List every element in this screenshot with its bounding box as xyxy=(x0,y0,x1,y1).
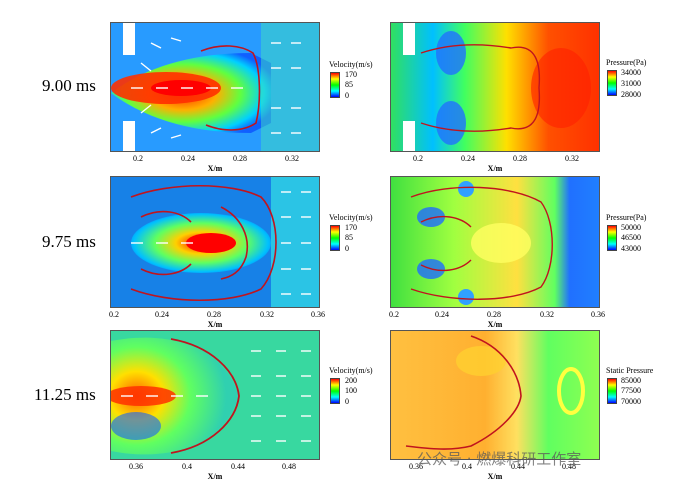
legend-value: 200 xyxy=(345,376,357,385)
tick-label: 0.32 xyxy=(285,154,299,163)
velocity-contour-row3 xyxy=(110,330,320,460)
tick-label: 0.24 xyxy=(461,154,475,163)
legend-value: 0 xyxy=(345,91,349,100)
tick-label: 0.24 xyxy=(155,310,169,319)
legend-value: 0 xyxy=(345,244,349,253)
legend-value: 85 xyxy=(345,80,353,89)
tick-label: 0.24 xyxy=(435,310,449,319)
velocity-legend-title: Velocity(m/s) xyxy=(329,60,373,69)
watermark-text: 公众号 · 燃爆科研工作室 xyxy=(417,450,582,468)
tick-label: 0.48 xyxy=(282,462,296,471)
pressure-contour-row3 xyxy=(390,330,600,460)
legend-value: 50000 xyxy=(621,223,641,232)
tick-label: 0.2 xyxy=(133,154,143,163)
tick-label: 0.4 xyxy=(462,462,472,471)
pressure-colorbar xyxy=(607,378,617,404)
tick-label: 0.2 xyxy=(389,310,399,319)
legend-value: 43000 xyxy=(621,244,641,253)
tick-label: 0.24 xyxy=(181,154,195,163)
tick-label: 0.44 xyxy=(231,462,245,471)
tick-label: 0.28 xyxy=(207,310,221,319)
pressure-colorbar xyxy=(607,225,617,251)
legend-value: 46500 xyxy=(621,233,641,242)
legend-value: 170 xyxy=(345,70,357,79)
legend-value: 85 xyxy=(345,233,353,242)
legend-value: 28000 xyxy=(621,90,641,99)
tick-label: 0.36 xyxy=(129,462,143,471)
legend-value: 0 xyxy=(345,397,349,406)
time-label-row3: 11.25 ms xyxy=(34,385,96,404)
legend-value: 77500 xyxy=(621,386,641,395)
x-axis-title: X/m xyxy=(487,472,503,481)
tick-label: 0.32 xyxy=(565,154,579,163)
pressure-legend-title: Static Pressure xyxy=(606,366,654,375)
velocity-colorbar xyxy=(330,225,340,251)
velocity-legend-title: Velocity(m/s) xyxy=(329,366,373,375)
tick-label: 0.28 xyxy=(513,154,527,163)
pressure-legend-title: Pressure(Pa) xyxy=(606,213,647,222)
velocity-contour-row1 xyxy=(110,22,320,152)
x-axis-title: X/m xyxy=(207,320,223,329)
tick-label: 0.28 xyxy=(233,154,247,163)
velocity-contour-row2 xyxy=(110,176,320,308)
legend-value: 100 xyxy=(345,386,357,395)
tick-label: 0.4 xyxy=(182,462,192,471)
tick-label: 0.2 xyxy=(413,154,423,163)
velocity-legend-title: Velocity(m/s) xyxy=(329,213,373,222)
tick-label: 0.28 xyxy=(487,310,501,319)
legend-value: 70000 xyxy=(621,397,641,406)
pressure-contour-row1 xyxy=(390,22,600,152)
legend-value: 31000 xyxy=(621,79,641,88)
pressure-colorbar xyxy=(607,70,617,96)
velocity-colorbar xyxy=(330,378,340,404)
pressure-contour-row2 xyxy=(390,176,600,308)
velocity-colorbar xyxy=(330,72,340,98)
legend-value: 34000 xyxy=(621,68,641,77)
tick-label: 0.36 xyxy=(311,310,325,319)
legend-value: 85000 xyxy=(621,376,641,385)
pressure-legend-title: Pressure(Pa) xyxy=(606,58,647,67)
time-label-row2: 9.75 ms xyxy=(42,232,96,251)
tick-label: 0.44 xyxy=(511,462,525,471)
tick-label: 0.32 xyxy=(540,310,554,319)
tick-label: 0.32 xyxy=(260,310,274,319)
tick-label: 0.36 xyxy=(409,462,423,471)
tick-label: 0.2 xyxy=(109,310,119,319)
x-axis-title: X/m xyxy=(207,164,223,173)
time-label-row1: 9.00 ms xyxy=(42,76,96,95)
tick-label: 0.36 xyxy=(591,310,605,319)
legend-value: 170 xyxy=(345,223,357,232)
tick-label: 0.48 xyxy=(562,462,576,471)
x-axis-title: X/m xyxy=(207,472,223,481)
x-axis-title: X/m xyxy=(487,320,503,329)
x-axis-title: X/m xyxy=(487,164,503,173)
